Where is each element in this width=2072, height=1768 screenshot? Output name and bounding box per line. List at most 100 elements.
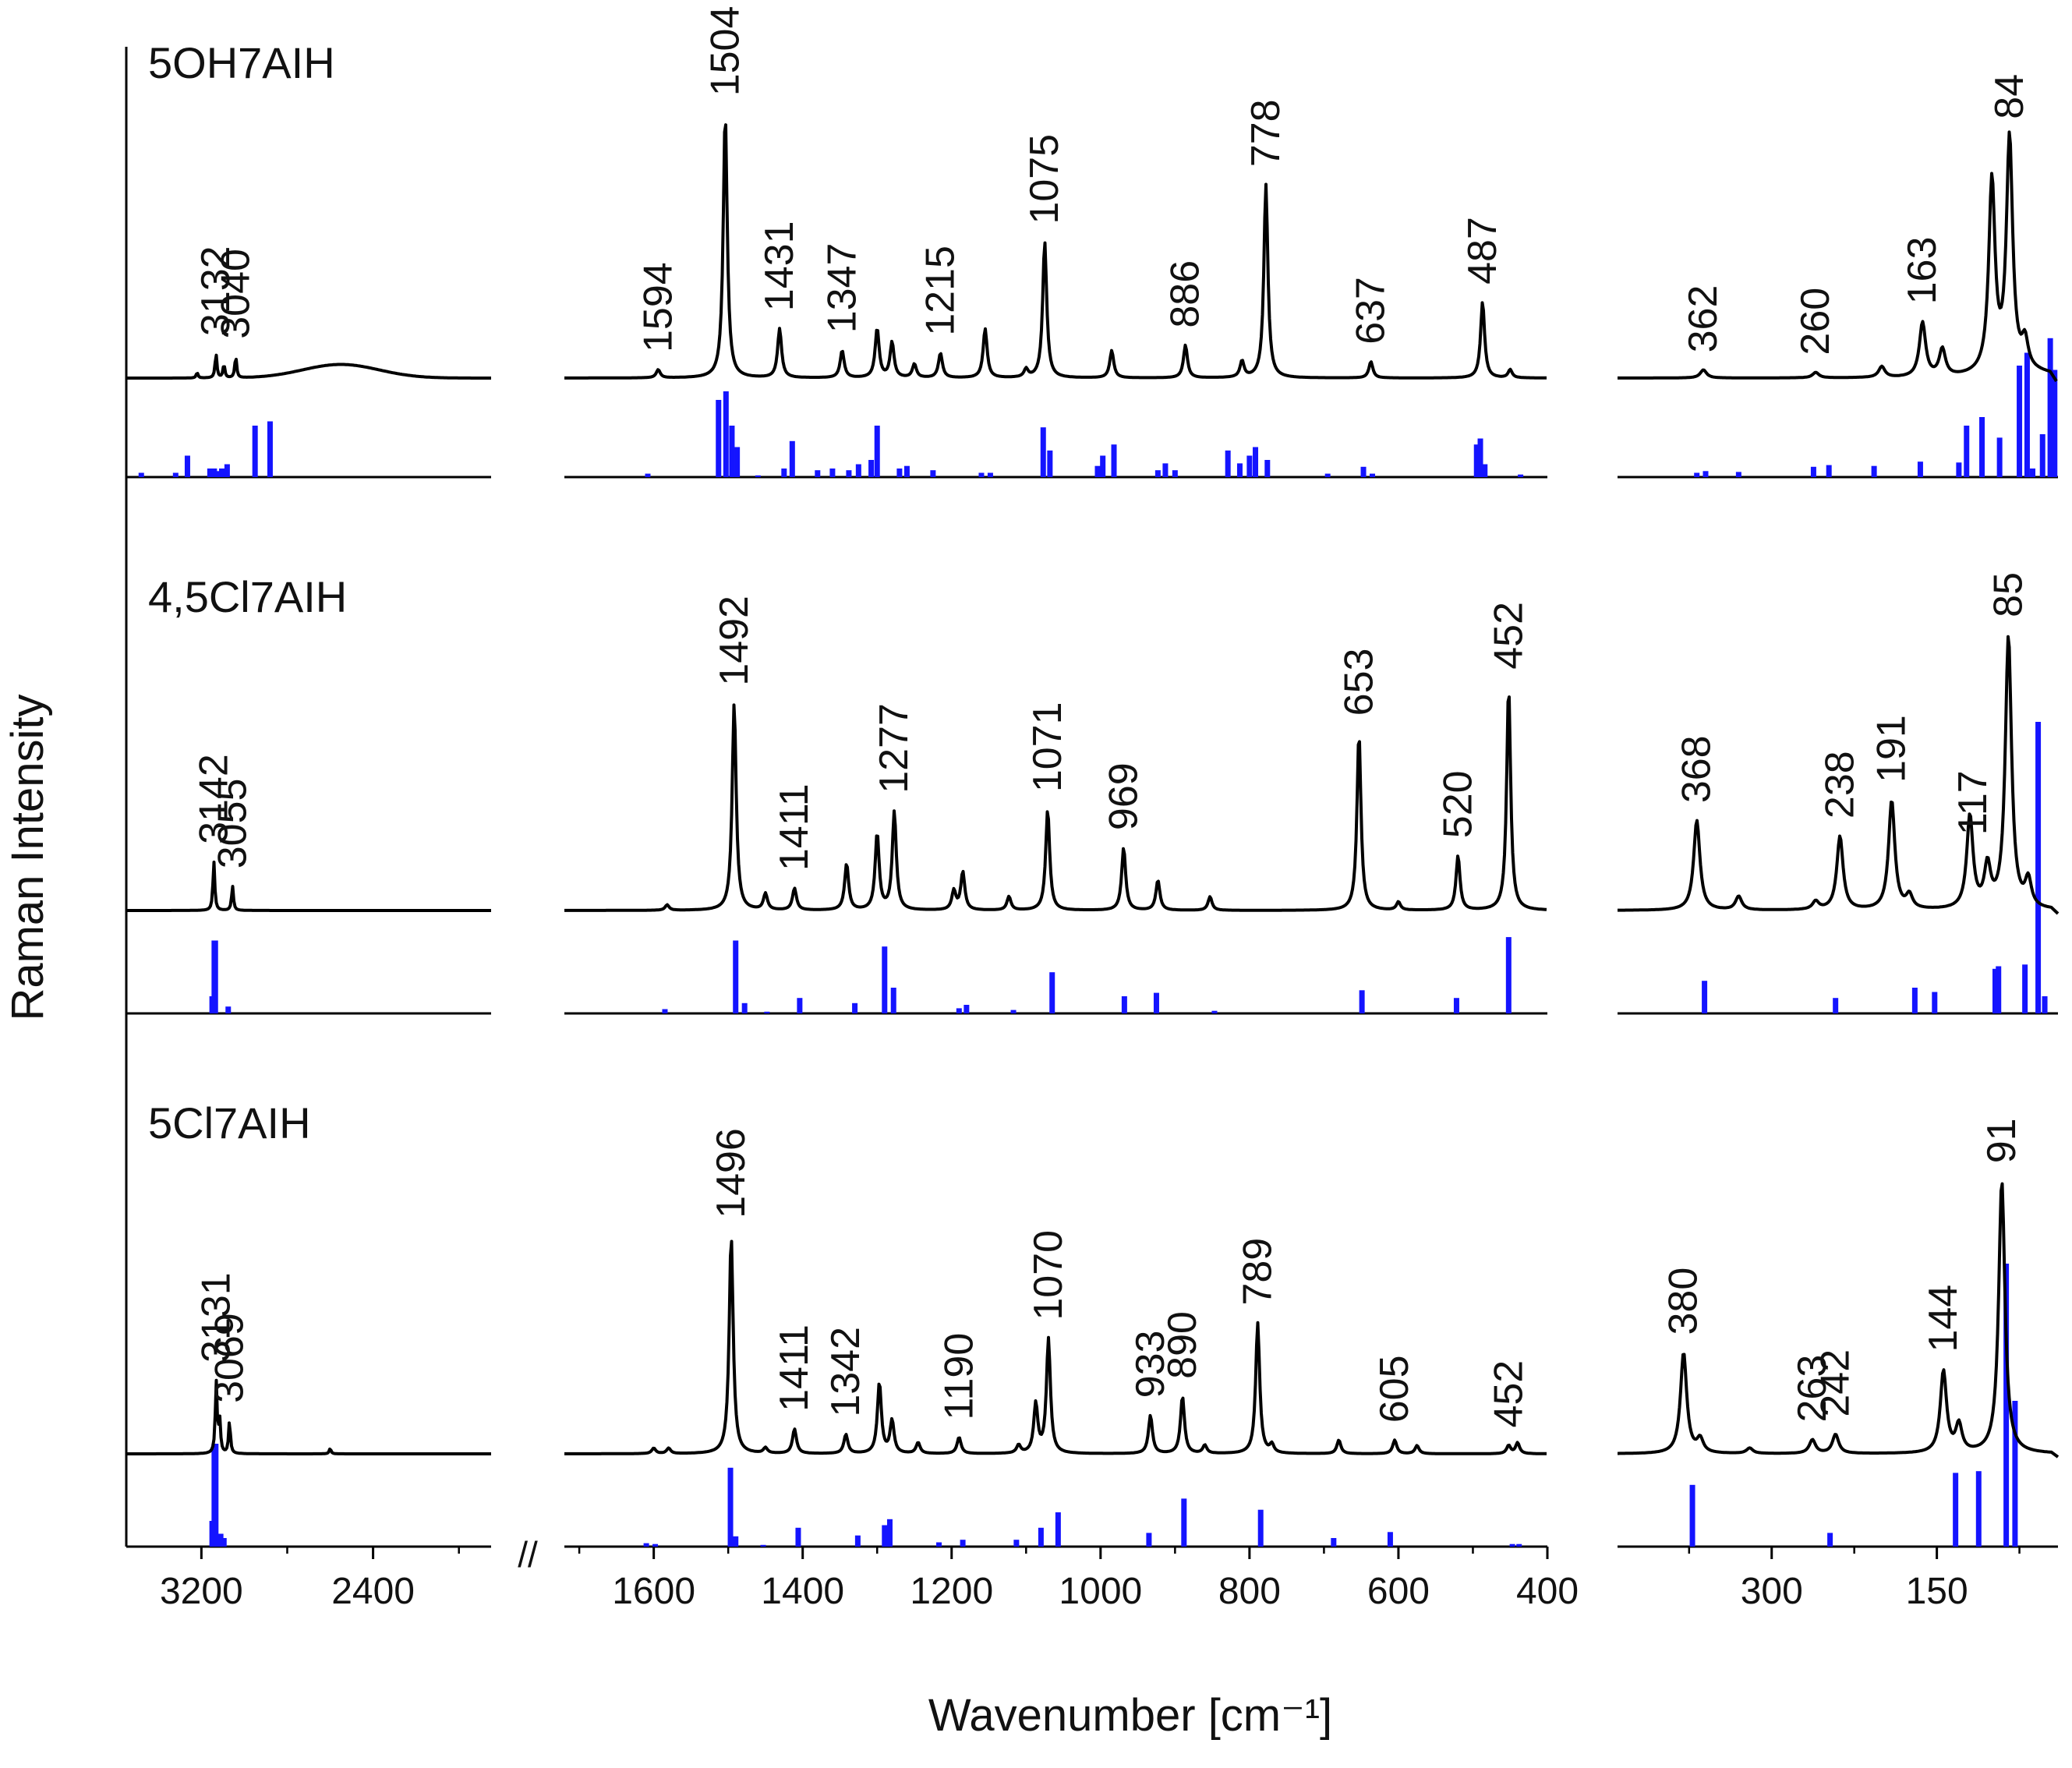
panel-1-calc-bar-fingerprint-32 xyxy=(1324,473,1331,477)
panel-1-peak-label-637: 637 xyxy=(1349,277,1394,345)
panel-1-calc-bar-high-2 xyxy=(184,455,190,477)
x-axis-title: Wavenumber [cm⁻¹] xyxy=(928,1690,1332,1741)
panel-2-spectrum-fingerprint xyxy=(564,695,1547,912)
panel-1-calc-bar-fingerprint-31 xyxy=(1264,460,1271,477)
x-tick-label-high-2400: 2400 xyxy=(331,1571,415,1612)
panel-1-spectrum-low xyxy=(1617,130,2058,383)
panel-2-peak-label-238: 238 xyxy=(1817,751,1862,819)
panel-1-calc-bar-fingerprint-24 xyxy=(1154,470,1161,477)
panel-2-peak-label-368: 368 xyxy=(1674,735,1720,803)
panel-2-name: 4,5Cl7AIH xyxy=(148,572,347,621)
panel-1-calc-bar-fingerprint-23 xyxy=(1111,444,1117,477)
panel-2-calc-bar-fingerprint-7 xyxy=(890,988,896,1013)
panel-3-calc-bar-fingerprint-9 xyxy=(936,1542,942,1547)
panel-1-name: 5OH7AIH xyxy=(148,38,335,87)
panel-3-calc-bar-fingerprint-14 xyxy=(1146,1533,1152,1547)
panel-1-calc-bar-high-9 xyxy=(267,421,273,477)
panel-1-calc-bar-low-0 xyxy=(1694,472,1700,477)
panel-2-calc-bar-low-2 xyxy=(1911,988,1918,1013)
panel-2-calc-bar-fingerprint-12 xyxy=(1121,996,1127,1013)
panel-1-calc-bar-low-10 xyxy=(1996,437,2003,477)
panel-3-calc-bar-low-0 xyxy=(1689,1484,1695,1547)
panel-3-calc-bar-high-2 xyxy=(213,1444,219,1547)
panel-1-calc-bar-fingerprint-17 xyxy=(978,472,985,477)
panel-2-peak-label-1411: 1411 xyxy=(772,783,817,871)
panel-1-peak-label-1075: 1075 xyxy=(1022,134,1067,225)
panel-3-peak-label-933: 933 xyxy=(1128,1331,1173,1398)
panel-1-calc-bar-low-1 xyxy=(1703,471,1709,477)
panel-1-calc-bar-fingerprint-28 xyxy=(1236,463,1243,477)
panel-1-calc-bar-high-1 xyxy=(172,472,179,477)
panel-3-calc-bar-fingerprint-5 xyxy=(795,1527,801,1547)
panel-3-spectrum-high xyxy=(126,1378,492,1455)
panel-3-calc-bar-low-5 xyxy=(2012,1401,2018,1547)
panel-3-peak-label-789: 789 xyxy=(1235,1238,1280,1306)
x-tick-label-fingerprint-600: 600 xyxy=(1367,1571,1430,1612)
panel-3-calc-bar-fingerprint-13 xyxy=(1055,1512,1061,1547)
panel-1-calc-bar-fingerprint-13 xyxy=(874,426,880,477)
panel-2-calc-bar-fingerprint-17 xyxy=(1505,937,1512,1013)
panel-3-peak-label-1070: 1070 xyxy=(1026,1230,1071,1321)
panel-1-calc-bar-low-14 xyxy=(2039,434,2045,477)
panel-3-calc-bar-fingerprint-15 xyxy=(1181,1498,1187,1547)
panel-2-peak-label-3055: 3055 xyxy=(210,779,255,869)
panel-1-spectrum-fingerprint xyxy=(564,123,1547,380)
panel-3-calc-bar-fingerprint-0 xyxy=(643,1543,649,1547)
panel-3-spectrum-fingerprint xyxy=(564,1239,1547,1455)
panel-3-calc-bar-fingerprint-19 xyxy=(1509,1543,1515,1547)
panel-3-calc-bar-fingerprint-2 xyxy=(727,1467,734,1547)
panel-2-calc-bar-low-8 xyxy=(2042,996,2048,1013)
panel-3-calc-bar-fingerprint-12 xyxy=(1038,1527,1044,1547)
panel-3-peak-label-605: 605 xyxy=(1372,1355,1417,1423)
panel-2-peak-label-653: 653 xyxy=(1336,649,1381,716)
panel-2-calc-bar-fingerprint-4 xyxy=(797,998,803,1013)
panel-1-calc-bar-fingerprint-34 xyxy=(1370,473,1376,477)
panel-3-calc-bar-low-1 xyxy=(1827,1533,1833,1547)
panel-2-calc-bar-fingerprint-6 xyxy=(882,946,888,1013)
panel-1-calc-bar-low-9 xyxy=(1979,417,1985,477)
panel-2-calc-bar-low-0 xyxy=(1702,981,1708,1013)
panel-1-calc-bar-fingerprint-20 xyxy=(1047,450,1053,477)
panel-2-calc-bar-low-6 xyxy=(2022,964,2028,1013)
panel-3-calc-bar-fingerprint-16 xyxy=(1257,1509,1264,1547)
panel-2-calc-bar-low-7 xyxy=(2035,722,2042,1013)
panel-1-calc-bar-fingerprint-4 xyxy=(734,447,741,477)
panel-1-calc-bar-fingerprint-38 xyxy=(1518,474,1524,477)
panel-3-peak-label-452: 452 xyxy=(1486,1360,1531,1428)
panel-1-calc-bar-high-5 xyxy=(215,471,221,477)
axes-layer: 3200 2400 1600 1400 1200 1000 800 600 400 300 150 xyxy=(125,47,2058,1612)
x-tick-label-low-150: 150 xyxy=(1906,1571,1968,1612)
panel-1-calc-bar-low-12 xyxy=(2024,352,2030,477)
panel-3-spectrum-low xyxy=(1617,1182,2060,1459)
panel-2-calc-bar-fingerprint-9 xyxy=(964,1005,970,1013)
panel-1-calc-bar-fingerprint-15 xyxy=(903,465,910,477)
panel-3-calc-bar-fingerprint-18 xyxy=(1387,1532,1393,1547)
panel-1-calc-bar-fingerprint-25 xyxy=(1162,463,1169,477)
panel-1-calc-bar-fingerprint-8 xyxy=(815,470,821,477)
panel-1-peak-label-1431: 1431 xyxy=(757,221,802,312)
panel-1-peak-label-1594: 1594 xyxy=(635,262,681,352)
panel-1-calc-bar-high-6 xyxy=(219,469,225,477)
x-tick-label-fingerprint-1200: 1200 xyxy=(910,1571,993,1612)
panel-2-peak-label-191: 191 xyxy=(1869,715,1915,783)
panel-1-calc-bar-fingerprint-9 xyxy=(829,469,836,477)
x-tick-label-fingerprint-1600: 1600 xyxy=(612,1571,695,1612)
panel-3-calc-bar-high-3 xyxy=(217,1533,224,1547)
panel-1-calc-bar-low-13 xyxy=(2030,469,2036,477)
panel-1-calc-bar-fingerprint-21 xyxy=(1094,465,1101,477)
panel-2-spectrum-low xyxy=(1617,635,2060,915)
panel-3-peak-label-263: 263 xyxy=(1790,1355,1835,1423)
panel-1-calc-bar-fingerprint-29 xyxy=(1246,455,1253,477)
panel-1-peak-label-3132: 3132 xyxy=(193,246,239,336)
panel-3-peak-label-91: 91 xyxy=(1979,1118,2024,1163)
panel-2-calc-bar-fingerprint-5 xyxy=(852,1002,858,1013)
panel-3-calc-bar-fingerprint-3 xyxy=(733,1536,739,1547)
panel-3-calc-bar-fingerprint-11 xyxy=(1013,1540,1020,1547)
panel-1-calc-bar-fingerprint-14 xyxy=(896,469,903,477)
panel-3-calc-bar-fingerprint-4 xyxy=(760,1544,766,1547)
panel-1-peak-label-84: 84 xyxy=(1987,74,2032,119)
panel-3-calc-bar-low-4 xyxy=(2003,1264,2010,1547)
panel-3-name: 5Cl7AIH xyxy=(148,1098,311,1147)
calculated-bars-layer xyxy=(138,338,2058,1547)
